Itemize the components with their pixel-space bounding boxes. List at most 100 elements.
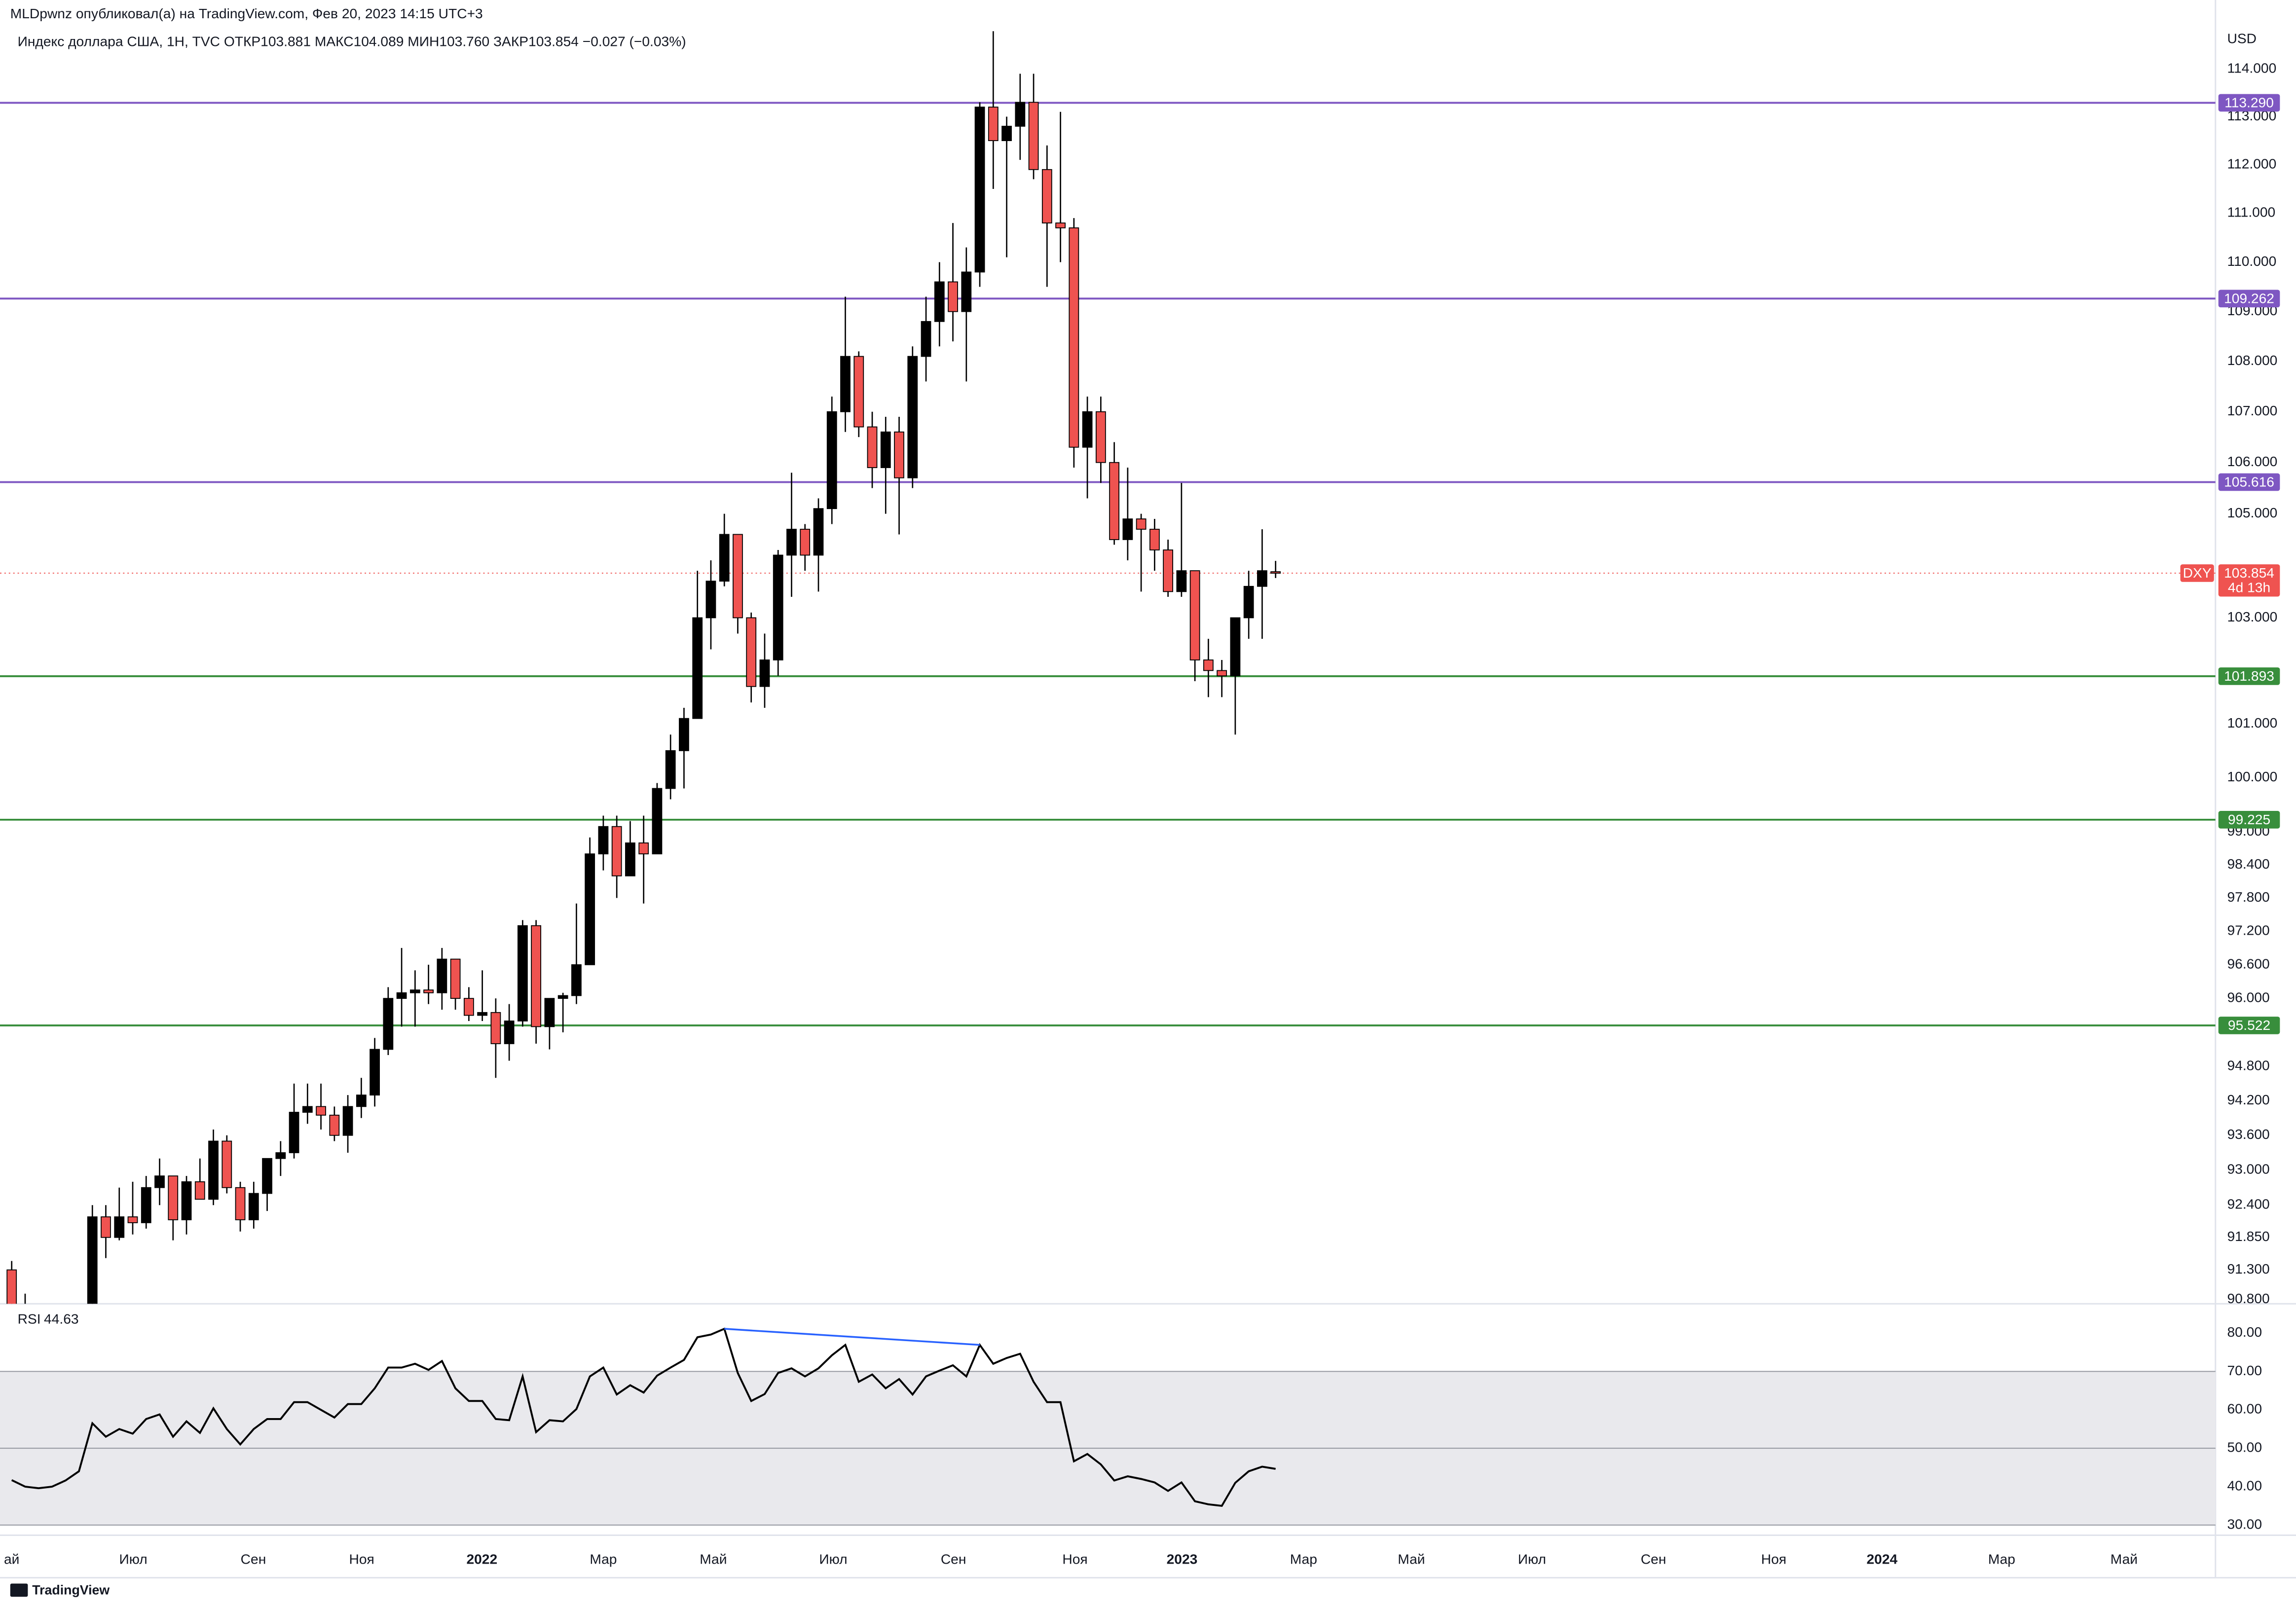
candle-body [907,356,918,478]
y-tick-label: 92.400 [2227,1196,2269,1212]
level-price-tag [2218,290,2280,308]
x-tick-label: ай [4,1551,19,1567]
rsi-tick-label: 80.00 [2227,1324,2262,1340]
candle-body [746,617,757,687]
candle-body [1149,529,1160,550]
candle-body [625,842,635,877]
countdown-label: 4d 13h [2228,580,2270,595]
rsi-line [11,1327,1276,1507]
candle-body [611,826,622,877]
candle-body [557,995,568,999]
level-price-label: 113.290 [2224,94,2274,110]
y-tick-label: 97.800 [2227,889,2269,905]
candle-body [544,998,555,1027]
y-tick-label: 93.600 [2227,1126,2269,1142]
candle-body [1176,570,1187,592]
candle-body [409,989,420,993]
x-tick-label: Сен [941,1551,966,1567]
symbol-legend: Индекс доллара США, 1Н, TVC ОТКР103.881 … [18,34,686,49]
y-tick-label: 96.600 [2227,955,2269,971]
candle-body [316,1106,326,1116]
candle-body [141,1187,151,1223]
candle-body [1082,411,1093,448]
y-tick-label: 91.300 [2227,1261,2269,1277]
candle-body [437,958,447,993]
candle-body [759,659,770,687]
y-tick-label: 93.000 [2227,1161,2269,1177]
x-tick-label: Сен [1641,1551,1666,1567]
candle-body [934,281,945,322]
x-tick-label: Июл [1518,1551,1546,1567]
candle-body [329,1114,340,1136]
candle-body [1230,617,1241,677]
x-tick-label: Май [2111,1551,2138,1567]
candle-body [719,534,730,582]
candle-body [894,431,904,478]
candle-body [692,617,703,719]
candle-body [463,998,474,1016]
candle-body [504,1021,515,1044]
candle-body [194,1181,205,1200]
candle-body [1001,126,1012,142]
candle-body [1257,570,1267,587]
candle-body [342,1106,353,1136]
candle-body [531,925,542,1027]
price-plot [0,31,2216,1304]
candle-body [1109,462,1119,540]
candle-body [652,788,663,855]
rsi-tick-label: 70.00 [2227,1362,2262,1378]
y-tick-label: 114.000 [2227,60,2276,75]
candle-body [813,508,824,556]
candle-body [181,1181,192,1220]
candle-body [262,1158,272,1194]
candle-body [638,842,649,855]
candle-body [1189,570,1200,660]
x-tick-label: Май [1398,1551,1425,1567]
candle-body [370,1049,380,1096]
candle-body [208,1140,219,1200]
candle-body [1095,411,1106,463]
level-price-label: 101.893 [2224,668,2274,684]
candle-body [921,321,931,357]
y-tick-label: 91.850 [2227,1228,2269,1244]
candle-body [383,998,394,1050]
candle-body [87,1216,98,1304]
candle-body [840,356,851,412]
level-price-label: 109.262 [2224,290,2274,306]
candle-body [800,529,811,556]
level-price-tag [2218,473,2280,491]
candle-body [988,107,999,142]
candle-body [423,989,434,993]
currency-label: USD [2227,31,2256,46]
x-tick-label: Ноя [1062,1551,1087,1567]
candle-body [853,356,864,428]
candle-body [571,964,582,996]
symbol-tag [2180,564,2214,582]
candle-body [114,1216,125,1238]
level-price-tag [2218,94,2280,112]
y-tick-label: 94.200 [2227,1092,2269,1107]
y-tick-label: 111.000 [2227,204,2275,220]
candle-body [705,581,716,619]
y-tick-label: 110.000 [2227,253,2276,269]
candle-body [585,853,595,965]
candle-body [248,1193,259,1220]
candle-body [154,1175,165,1188]
candle-body [1055,222,1066,228]
x-tick-label: Мар [1290,1551,1317,1567]
candle-body [6,1269,17,1304]
brand-name: TradingView [32,1582,110,1597]
rsi-current: 44.63 [44,1311,79,1326]
candle-body [974,107,985,273]
y-tick-label: 90.800 [2227,1290,2269,1306]
candle-body [302,1106,313,1113]
candle-body [1122,518,1133,540]
y-tick-label: 100.000 [2227,768,2277,784]
y-tick-label: 106.000 [2227,453,2277,469]
candle-body [867,426,878,468]
x-tick-label: 2022 [466,1551,497,1567]
candle-body [598,826,609,855]
x-tick-label: Ноя [1761,1551,1786,1567]
candle-body [786,529,797,556]
